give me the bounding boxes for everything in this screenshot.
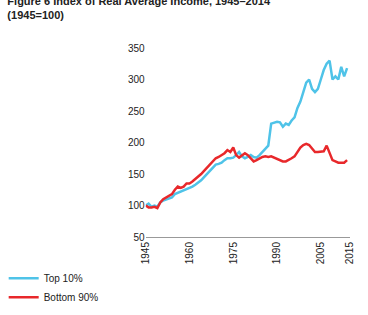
svg-text:2005: 2005	[315, 242, 326, 265]
svg-text:300: 300	[128, 74, 145, 85]
svg-text:350: 350	[128, 43, 145, 54]
svg-text:1975: 1975	[228, 242, 239, 265]
svg-text:Top 10%: Top 10%	[44, 273, 83, 284]
svg-text:1960: 1960	[184, 242, 195, 265]
svg-text:Bottom 90%: Bottom 90%	[44, 292, 99, 303]
svg-text:Figure 6 Index of Real Average: Figure 6 Index of Real Average Income, 1…	[7, 0, 271, 21]
svg-text:1945: 1945	[140, 242, 151, 265]
svg-text:50: 50	[134, 232, 146, 243]
svg-text:200: 200	[128, 137, 145, 148]
svg-text:1990: 1990	[271, 242, 282, 265]
svg-text:250: 250	[128, 106, 145, 117]
svg-text:2015: 2015	[344, 242, 355, 265]
svg-text:100: 100	[128, 200, 145, 211]
svg-text:150: 150	[128, 169, 145, 180]
